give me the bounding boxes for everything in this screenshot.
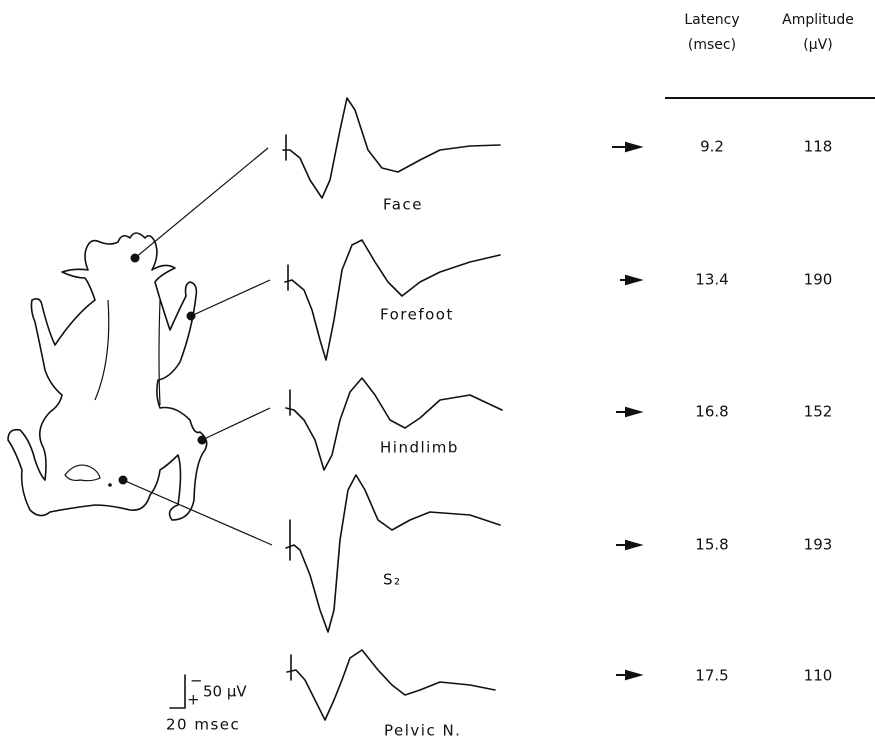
scale-amplitude: 50 µV — [203, 683, 247, 701]
trace-label: Hindlimb — [380, 439, 459, 457]
header-latency-unit: (msec) — [688, 37, 736, 53]
latency-value: 17.5 — [695, 667, 728, 685]
trace-label: Pelvic N. — [384, 722, 461, 740]
latency-value: 16.8 — [695, 403, 728, 421]
arrows — [612, 141, 644, 681]
amplitude-value: 193 — [804, 536, 833, 554]
scale-plus: + — [187, 691, 200, 709]
latency-value: 13.4 — [695, 271, 728, 289]
scale-minus: − — [190, 672, 203, 690]
waveforms — [282, 97, 503, 721]
header-amplitude-unit: (µV) — [803, 37, 832, 53]
cat-drawing — [7, 232, 208, 521]
leader-lines — [122, 147, 273, 546]
trace-label: S₂ — [383, 571, 402, 589]
trace-label: Face — [383, 196, 423, 214]
trace-label: Forefoot — [380, 306, 454, 324]
amplitude-value: 152 — [804, 403, 833, 421]
amplitude-value: 190 — [804, 271, 833, 289]
amplitude-value: 110 — [804, 667, 833, 685]
header-amplitude: Amplitude — [782, 12, 854, 28]
scale-bar — [169, 674, 186, 709]
header-latency: Latency — [684, 12, 739, 28]
scale-time: 20 msec — [166, 716, 240, 734]
latency-value: 15.8 — [695, 536, 728, 554]
amplitude-value: 118 — [804, 138, 833, 156]
latency-value: 9.2 — [700, 138, 724, 156]
